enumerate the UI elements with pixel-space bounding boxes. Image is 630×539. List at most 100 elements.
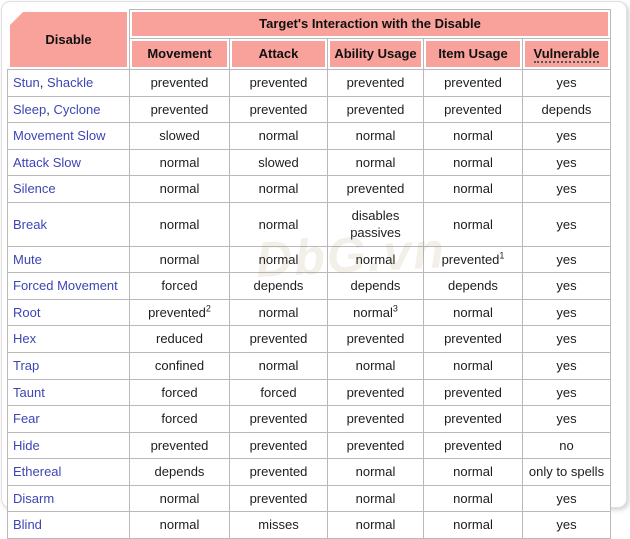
cell-item-usage: normal [423,175,523,203]
disable-label-cell: Break [7,201,130,247]
vulnerable-tooltip-term[interactable]: Vulnerable [533,46,600,64]
cell-value: prevented [346,331,405,347]
cell-vulnerable: yes [522,175,611,203]
disable-link[interactable]: Taunt [13,384,45,400]
cell-item-usage: normal [423,458,523,486]
cell-item-usage: prevented [423,325,523,353]
disable-label-cell: Movement Slow [7,122,130,150]
table-row: Hide prevented prevented prevented prevented… [7,431,611,460]
disable-link[interactable]: Mute [13,251,42,267]
cell-value: normal [453,464,493,480]
cell-value: normal [355,128,396,144]
disable-link[interactable]: Ethereal [13,464,62,480]
disable-link[interactable]: Cyclone [53,101,101,117]
cell-value: prevented [444,331,502,347]
cell-value: yes [556,216,577,232]
cell-attack: prevented [229,69,328,97]
cell-value: normal [159,490,200,506]
cell-movement: normal [129,201,230,247]
disable-link[interactable]: Sleep [13,101,47,117]
cell-value: normal [355,464,396,480]
cell-value: prevented [444,101,502,117]
cell-value: yes [556,331,577,347]
cell-value: normal [258,251,299,267]
cell-value: depends [541,101,592,117]
cell-movement: prevented [129,69,230,97]
cell-ability-usage: normal3 [327,298,424,327]
cell-movement: normal [129,511,230,539]
cell-value: yes [556,251,577,267]
cell-item-usage: prevented [423,69,523,97]
cell-value: normal [159,216,200,232]
cell-value: reduced [156,331,203,347]
cell-value: normal [453,358,493,374]
disable-link[interactable]: Blind [13,517,42,533]
cell-vulnerable: yes [522,484,611,513]
table-row: Break normal normal disables passives normal… [7,201,611,247]
cell-movement: normal [129,484,230,513]
cell-ability-usage: prevented [327,378,424,407]
cell-movement: normal [129,175,230,203]
disable-label-cell: Forced Movement [7,272,130,300]
disable-link[interactable]: Break [13,216,47,232]
column-header-ability-usage: Ability Usage [327,38,424,70]
cell-value: normal [258,358,299,374]
cell-movement: prevented [129,95,230,124]
disable-link[interactable]: Trap [13,358,40,374]
disable-link[interactable]: Silence [13,181,56,197]
cell-movement: slowed [129,122,230,150]
cell-vulnerable: yes [522,511,611,539]
cell-vulnerable: yes [522,69,611,97]
cell-attack: normal [229,122,328,150]
cell-value: normal [453,181,493,197]
disable-interaction-table: Disable Target's Interaction with the Di… [7,9,611,539]
cell-value: prevented [444,411,502,427]
disable-label-cell: Mute [7,245,130,274]
cell-value: normal [453,128,493,144]
table-row: Disarm normal prevented normal normal yes [7,484,611,513]
disable-link[interactable]: Hex [13,331,37,347]
cell-movement: reduced [129,325,230,353]
disable-link[interactable]: Shackle [46,75,94,90]
cell-attack: normal [229,175,328,203]
disable-link[interactable]: Disarm [13,490,55,506]
column-header-movement: Movement [129,38,230,70]
cell-ability-usage: normal [327,484,424,513]
cell-attack: normal [229,201,328,247]
cell-value: normal [355,358,396,374]
disable-label-cell: Silence [7,175,130,203]
disable-link[interactable]: Hide [13,437,40,453]
cell-value: normal [453,517,493,533]
cell-vulnerable: yes [522,352,611,380]
cell-item-usage: normal [423,511,523,539]
cell-value: normal [353,304,393,320]
disable-link[interactable]: Forced Movement [13,278,118,294]
cell-movement: forced [129,405,230,433]
cell-attack: prevented [229,484,328,513]
cell-value: confined [154,358,205,374]
disable-label-cell: Trap [7,352,130,380]
cell-value: forced [161,278,198,294]
label-separator: , [39,75,47,90]
cell-value: normal [453,490,493,506]
cell-value: prevented [150,437,209,453]
table-body: Stun, Shackle prevented prevented prevented… [7,69,611,539]
disable-link[interactable]: Stun [13,75,40,90]
cell-value: prevented [150,101,209,117]
cell-vulnerable: yes [522,378,611,407]
cell-value: prevented [346,75,405,90]
table-row: Movement Slow slowed normal normal normal yes [7,122,611,150]
cell-movement: normal [129,148,230,177]
cell-value: prevented [346,437,405,453]
disable-link[interactable]: Attack Slow [13,154,81,170]
cell-value: misses [258,517,299,533]
cell-attack: prevented [229,431,328,460]
cell-ability-usage: prevented [327,175,424,203]
cell-value: disables passives [350,207,401,241]
table-row: Taunt forced forced prevented prevented yes [7,378,611,407]
disable-link[interactable]: Fear [13,411,40,427]
cell-value: yes [556,384,577,400]
cell-movement: depends [129,458,230,486]
disable-link[interactable]: Root [13,304,41,320]
disable-link[interactable]: Movement Slow [13,128,106,144]
